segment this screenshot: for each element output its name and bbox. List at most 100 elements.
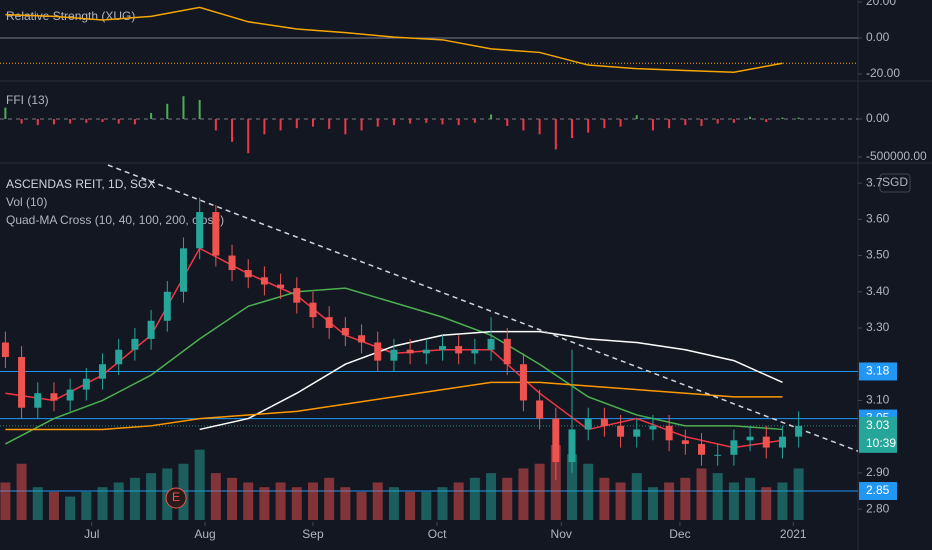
candle-body [34, 393, 42, 408]
ffi-bar [797, 117, 800, 120]
volume-bar [113, 482, 124, 520]
volume-bar [534, 463, 545, 520]
currency-box [879, 173, 911, 193]
ffi-title: FFI (13) [6, 93, 49, 107]
ffi-bar [441, 119, 444, 125]
y-tick-label: 3.50 [866, 248, 890, 262]
volume-bar [97, 487, 108, 520]
rs-title: Relative Strength (XUG) [6, 9, 135, 23]
y-tick-label: -500000.00 [866, 149, 927, 163]
price-label: 2.85 [866, 483, 890, 497]
price-label-box [859, 416, 897, 453]
x-tick-label: 2021 [780, 527, 807, 541]
ffi-bar [101, 119, 104, 123]
candle-body [309, 302, 317, 318]
y-tick-label: 3.60 [866, 212, 890, 226]
x-tick-label: Sep [302, 527, 324, 541]
volume-bar [696, 468, 707, 520]
ffi-bar [473, 119, 476, 123]
volume-bar [307, 482, 318, 520]
candle-body [325, 317, 333, 329]
volume-bar [48, 491, 59, 520]
volume-bar [583, 463, 594, 520]
candle-body [471, 349, 479, 354]
volume-bar [486, 473, 497, 520]
candle-body [714, 454, 722, 456]
candle-body [82, 378, 90, 390]
candle-body [293, 288, 301, 303]
ffi-bar [311, 119, 314, 127]
ffi-bar [765, 119, 768, 123]
candle-body [163, 291, 171, 321]
volume-bar [631, 473, 642, 520]
volume-bar [664, 482, 675, 520]
candle-body [406, 349, 414, 354]
volume-bar [32, 487, 43, 520]
candle-body [244, 270, 252, 278]
ffi-bar [490, 114, 493, 120]
ffi-bar [684, 119, 687, 126]
candle-body [617, 425, 625, 437]
ffi-bar [198, 100, 201, 120]
candle-body [665, 425, 673, 441]
ffi-bar [328, 119, 331, 129]
volume-bar [356, 491, 367, 520]
price-label-box [859, 362, 897, 381]
candle-body [50, 393, 58, 401]
candle-body [487, 338, 495, 350]
volume-bar [502, 477, 513, 520]
volume-bar [129, 477, 140, 520]
candle-body [762, 436, 770, 448]
ffi-bar [635, 115, 638, 120]
volume-bar [761, 487, 772, 520]
candle-body [519, 364, 527, 401]
x-tick-label: Dec [669, 527, 690, 541]
y-tick-label: 3.30 [866, 320, 890, 334]
candle-body [131, 338, 139, 350]
candle-body [1, 342, 9, 357]
ffi-bar [4, 107, 7, 120]
countdown: 10:39 [866, 436, 896, 450]
volume-bar [745, 477, 756, 520]
ffi-bar [716, 119, 719, 124]
candle-body [341, 328, 349, 336]
volume-bar [777, 482, 788, 520]
ffi-bar [344, 119, 347, 135]
volume-bar [728, 482, 739, 520]
chart-title: ASCENDAS REIT, 1D, SGX [6, 177, 155, 191]
candle-body [503, 338, 511, 365]
y-tick-label: 20.00 [866, 0, 896, 8]
y-tick-label: 0.00 [866, 111, 890, 125]
y-tick-label: 2.80 [866, 501, 890, 515]
ffi-bar [36, 119, 39, 126]
ffi-bar [231, 119, 234, 142]
volume-bar [0, 482, 11, 520]
ffi-bar [457, 119, 460, 126]
currency: SGD [882, 175, 908, 189]
volume-bar [372, 482, 383, 520]
volume-bar [227, 477, 238, 520]
volume-bar [340, 487, 351, 520]
volume-bar [65, 496, 76, 520]
candle-body [746, 436, 754, 441]
x-tick-label: Aug [194, 527, 215, 541]
volume-bar [567, 454, 577, 520]
ffi-bar [587, 119, 590, 133]
ffi-bar [376, 119, 379, 127]
ffi-bar [619, 119, 622, 127]
candle-body [584, 418, 592, 430]
ffi-bar [392, 119, 395, 126]
candle-body [536, 400, 544, 419]
candle-body [18, 356, 26, 408]
ffi-bar [522, 119, 525, 131]
volume-bar [793, 468, 804, 520]
candle-body [698, 443, 706, 455]
volume-bar [388, 487, 399, 520]
event-circle [165, 487, 187, 509]
candle-body [115, 349, 123, 365]
candle-body [730, 440, 738, 455]
volume-bar [324, 477, 335, 520]
ffi-bar [651, 119, 654, 131]
ffi-bar [85, 119, 88, 123]
candle-body [179, 248, 187, 292]
